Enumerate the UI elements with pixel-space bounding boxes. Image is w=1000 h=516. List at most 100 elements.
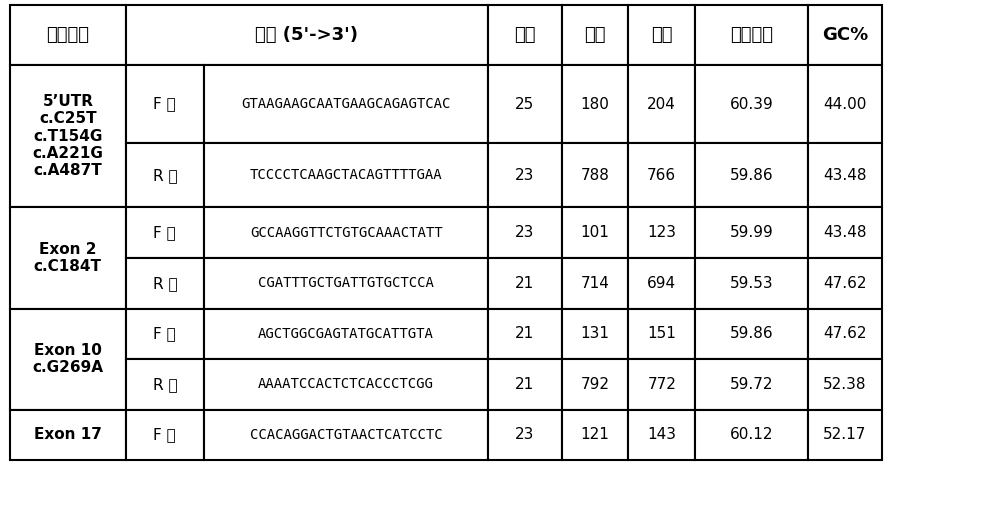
Text: 59.99: 59.99	[729, 225, 773, 240]
Text: GC%: GC%	[822, 26, 868, 44]
Bar	[204, 359, 488, 410]
Bar	[488, 143, 562, 207]
Text: 23: 23	[515, 427, 535, 443]
Text: R 端: R 端	[153, 377, 177, 392]
Text: 151: 151	[647, 326, 676, 342]
Text: CCACAGGACTGTAACTCATCCTC: CCACAGGACTGTAACTCATCCTC	[250, 428, 442, 442]
Bar	[10, 5, 126, 65]
Text: 末端: 末端	[651, 26, 672, 44]
Text: 60.39: 60.39	[729, 96, 773, 111]
Bar	[10, 410, 126, 460]
Bar	[126, 207, 204, 258]
Text: CGATTTGCTGATTGTGCTCCA: CGATTTGCTGATTGTGCTCCA	[258, 276, 434, 291]
Text: 5’UTR
c.C25T
c.T154G
c.A221G
c.A487T: 5’UTR c.C25T c.T154G c.A221G c.A487T	[32, 94, 103, 179]
Bar	[808, 410, 882, 460]
Text: 23: 23	[515, 168, 535, 183]
Bar	[808, 5, 882, 65]
Bar	[126, 65, 204, 143]
Text: 43.48: 43.48	[823, 225, 867, 240]
Text: 47.62: 47.62	[823, 326, 867, 342]
Bar	[10, 65, 126, 207]
Bar	[628, 410, 695, 460]
Text: 131: 131	[581, 326, 610, 342]
Bar	[204, 309, 488, 359]
Text: 772: 772	[647, 377, 676, 392]
Bar	[10, 207, 126, 309]
Bar	[562, 143, 628, 207]
Bar	[628, 359, 695, 410]
Bar	[204, 65, 488, 143]
Bar	[562, 309, 628, 359]
Bar	[628, 65, 695, 143]
Bar	[695, 65, 808, 143]
Text: 714: 714	[581, 276, 609, 291]
Text: 23: 23	[515, 225, 535, 240]
Bar	[126, 359, 204, 410]
Text: 59.72: 59.72	[730, 377, 773, 392]
Text: GTAAGAAGCAATGAAGCAGAGTCAC: GTAAGAAGCAATGAAGCAGAGTCAC	[241, 97, 451, 111]
Text: 180: 180	[581, 96, 609, 111]
Text: 21: 21	[515, 377, 535, 392]
Bar	[808, 207, 882, 258]
Bar	[562, 258, 628, 309]
Text: 52.17: 52.17	[823, 427, 867, 443]
Bar	[204, 143, 488, 207]
Text: 143: 143	[647, 427, 676, 443]
Text: 59.53: 59.53	[730, 276, 773, 291]
Bar	[488, 359, 562, 410]
Text: R 端: R 端	[153, 168, 177, 183]
Bar	[126, 5, 488, 65]
Text: 43.48: 43.48	[823, 168, 867, 183]
Bar	[488, 65, 562, 143]
Text: Exon 2
c.C184T: Exon 2 c.C184T	[34, 242, 102, 274]
Text: 694: 694	[647, 276, 676, 291]
Text: GCCAAGGTTCTGTGCAAACTATT: GCCAAGGTTCTGTGCAAACTATT	[250, 225, 442, 240]
Bar	[10, 309, 126, 410]
Text: F 端: F 端	[153, 225, 176, 240]
Bar	[488, 207, 562, 258]
Bar	[204, 410, 488, 460]
Text: 59.86: 59.86	[730, 326, 773, 342]
Bar	[628, 5, 695, 65]
Text: 52.38: 52.38	[823, 377, 867, 392]
Text: TCCCCTCAAGCTACAGTTTTGAA: TCCCCTCAAGCTACAGTTTTGAA	[250, 168, 442, 182]
Bar	[808, 65, 882, 143]
Bar	[562, 359, 628, 410]
Bar	[204, 258, 488, 309]
Bar	[695, 410, 808, 460]
Text: 序列 (5'->3'): 序列 (5'->3')	[255, 26, 358, 44]
Bar	[562, 207, 628, 258]
Text: 204: 204	[647, 96, 676, 111]
Bar	[628, 258, 695, 309]
Bar	[126, 143, 204, 207]
Text: 21: 21	[515, 326, 535, 342]
Bar	[695, 309, 808, 359]
Bar	[488, 410, 562, 460]
Bar	[204, 207, 488, 258]
Bar	[562, 410, 628, 460]
Bar	[695, 143, 808, 207]
Text: AAAATCCACTCTCACCCTCGG: AAAATCCACTCTCACCCTCGG	[258, 377, 434, 392]
Bar	[695, 258, 808, 309]
Text: 44.00: 44.00	[823, 96, 867, 111]
Text: 792: 792	[581, 377, 610, 392]
Bar	[808, 359, 882, 410]
Text: 101: 101	[581, 225, 609, 240]
Bar	[808, 143, 882, 207]
Bar	[126, 309, 204, 359]
Text: 25: 25	[515, 96, 535, 111]
Text: F 端: F 端	[153, 427, 176, 443]
Bar	[562, 65, 628, 143]
Bar	[628, 143, 695, 207]
Bar	[126, 258, 204, 309]
Text: 59.86: 59.86	[730, 168, 773, 183]
Text: 60.12: 60.12	[730, 427, 773, 443]
Bar	[628, 207, 695, 258]
Text: F 端: F 端	[153, 326, 176, 342]
Text: AGCTGGCGAGTATGCATTGTA: AGCTGGCGAGTATGCATTGTA	[258, 327, 434, 341]
Bar	[562, 5, 628, 65]
Text: R 端: R 端	[153, 276, 177, 291]
Text: 47.62: 47.62	[823, 276, 867, 291]
Bar	[126, 410, 204, 460]
Bar	[808, 309, 882, 359]
